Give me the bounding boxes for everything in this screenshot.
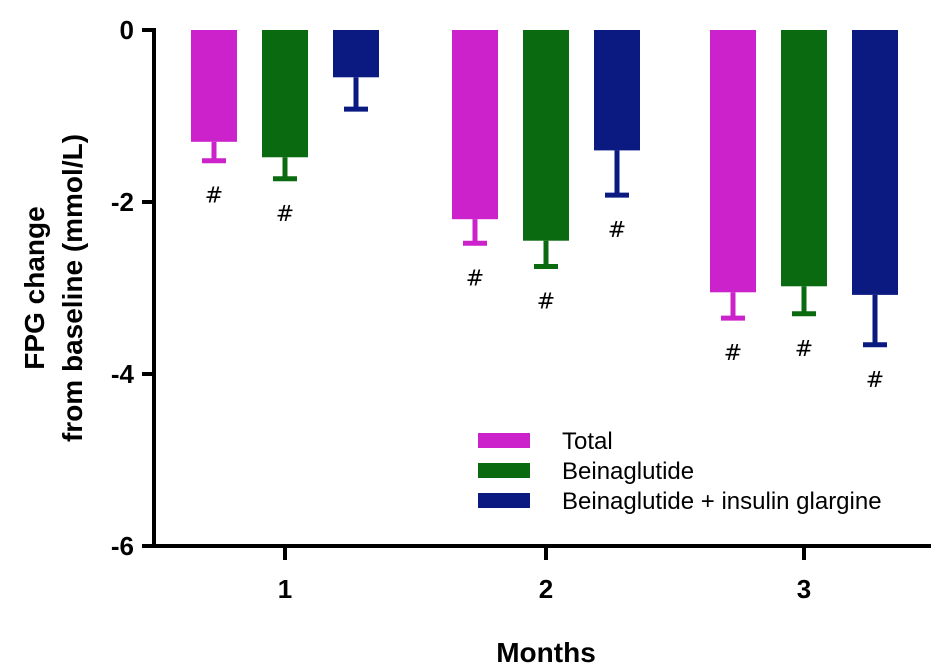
y-tick-label: -4 xyxy=(111,359,135,389)
bar-total-month-2 xyxy=(452,30,498,220)
legend-swatch xyxy=(478,433,530,448)
bar-beinaglutide-month-1 xyxy=(262,30,308,158)
y-axis-title-line-2: from baseline (mmol/L) xyxy=(57,134,88,442)
y-tick-label: -6 xyxy=(111,531,134,561)
x-tick-label: 3 xyxy=(797,574,811,604)
bar-beinaglutide-month-3 xyxy=(781,30,827,287)
bar-total-month-3 xyxy=(710,30,756,293)
significance-marker: # xyxy=(276,202,294,227)
axes-layer: 0 -2 -4 -6 1 2 3 xyxy=(111,15,931,604)
significance-marker: # xyxy=(795,337,813,362)
y-tick-label: -2 xyxy=(111,187,134,217)
x-tick-label: 1 xyxy=(278,574,292,604)
x-tick-label: 2 xyxy=(539,574,553,604)
significance-marker: # xyxy=(537,290,555,315)
significance-marker: # xyxy=(608,218,626,243)
bar-total-month-1 xyxy=(191,30,237,142)
significance-marker: # xyxy=(466,266,484,291)
legend-swatch xyxy=(478,463,530,478)
legend-label: Beinaglutide xyxy=(562,458,694,485)
legend-label: Total xyxy=(562,428,613,455)
y-axis-title-line-1: FPG change xyxy=(19,206,50,369)
legend-swatch xyxy=(478,493,530,508)
significance-marker: # xyxy=(205,184,223,209)
significance-marker: # xyxy=(866,368,884,393)
y-tick-label: 0 xyxy=(120,15,134,45)
bars-layer xyxy=(191,30,898,295)
significance-marker: # xyxy=(724,341,742,366)
x-axis-title: Months xyxy=(496,637,596,666)
legend-label: Beinaglutide + insulin glargine xyxy=(562,488,882,515)
bar-beinaglutide-insulin-glargine-month-2 xyxy=(594,30,640,151)
significance-markers-layer: # # # # # # # # xyxy=(205,184,884,393)
bar-beinaglutide-month-2 xyxy=(523,30,569,241)
legend: Total Beinaglutide Beinaglutide + insulin … xyxy=(478,428,882,515)
bar-beinaglutide-insulin-glargine-month-1 xyxy=(333,30,379,78)
bar-beinaglutide-insulin-glargine-month-3 xyxy=(852,30,898,295)
error-bars-layer xyxy=(202,77,887,348)
